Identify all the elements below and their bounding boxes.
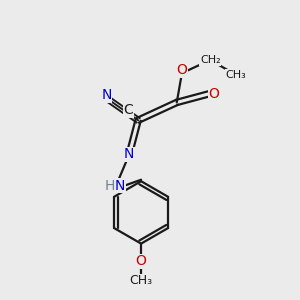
Text: N: N [124, 148, 134, 161]
Text: O: O [176, 63, 187, 77]
Text: CH₂: CH₂ [200, 55, 220, 65]
Text: H: H [105, 179, 115, 193]
Text: CH₃: CH₃ [226, 70, 246, 80]
Text: CH₃: CH₃ [130, 274, 153, 287]
Text: N: N [101, 88, 112, 102]
Text: N: N [115, 179, 125, 193]
Text: O: O [208, 87, 219, 101]
Text: C: C [124, 103, 133, 117]
Text: O: O [136, 254, 146, 268]
